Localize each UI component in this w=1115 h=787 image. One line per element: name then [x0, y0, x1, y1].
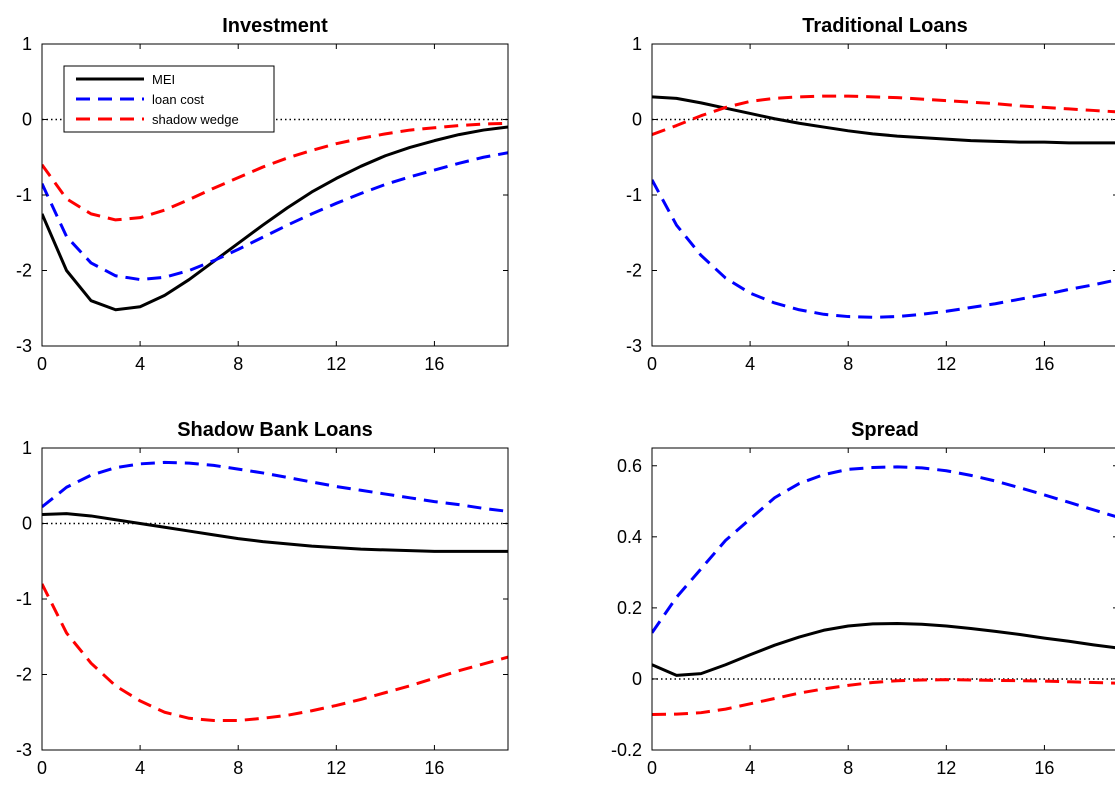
- legend-label-loan-cost: loan cost: [152, 92, 204, 107]
- y-tick-label: -2: [16, 261, 32, 281]
- x-tick-label: 0: [37, 758, 47, 778]
- y-tick-label: -2: [626, 261, 642, 281]
- series-line-mei: [42, 512, 508, 553]
- legend-label-shadow-wedge: shadow wedge: [152, 112, 239, 127]
- series-line-mei: [652, 622, 1115, 677]
- y-tick-label: -1: [16, 185, 32, 205]
- y-tick-label: -1: [626, 185, 642, 205]
- y-tick-label: 0.6: [617, 456, 642, 476]
- panel-3: 0 4 8 12 16 -3 -2 -1 0 1 Shadow Bank Loans: [16, 419, 509, 778]
- y-tick-label: 0: [22, 110, 32, 130]
- series-group: [652, 465, 1115, 716]
- x-tick-label: 12: [326, 758, 346, 778]
- x-tick-label: 12: [936, 758, 956, 778]
- x-tick-label: 8: [233, 758, 243, 778]
- panel-1: 0 4 8 12 16 -3 -2 -1 0 1 Investment MEI loan cost sha…: [16, 15, 509, 374]
- series-line-shadow-wedge: [652, 678, 1115, 716]
- y-tick-label: 1: [22, 438, 32, 458]
- series-line-loan-cost: [652, 179, 1115, 319]
- panel-title: Spread: [851, 419, 919, 441]
- x-tick-label: 12: [326, 354, 346, 374]
- y-tick-label: 1: [22, 34, 32, 54]
- series-line-shadow-wedge: [652, 94, 1115, 137]
- y-tick-label: -3: [16, 336, 32, 356]
- series-line-mei: [652, 95, 1115, 145]
- legend-label-mei: MEI: [152, 72, 175, 87]
- x-tick-label: 16: [424, 758, 444, 778]
- x-tick-label: 16: [424, 354, 444, 374]
- legend: MEI loan cost shadow wedge: [63, 65, 275, 133]
- series-line-mei: [42, 125, 508, 312]
- x-tick-label: 8: [233, 354, 243, 374]
- series-group: [42, 121, 508, 312]
- x-tick-label: 4: [135, 758, 145, 778]
- series-line-loan-cost: [42, 151, 508, 282]
- y-tick-label: 0.2: [617, 598, 642, 618]
- y-tick-label: -3: [626, 336, 642, 356]
- y-tick-label: 0.4: [617, 527, 642, 547]
- y-tick-label: 0: [632, 669, 642, 689]
- series-line-loan-cost: [42, 460, 508, 513]
- panel-title: Shadow Bank Loans: [177, 419, 373, 441]
- axes-box: [41, 447, 509, 751]
- x-tick-label: 8: [843, 354, 853, 374]
- x-tick-label: 4: [745, 354, 755, 374]
- series-line-shadow-wedge: [42, 583, 508, 723]
- y-tick-label: -3: [16, 740, 32, 760]
- series-group: [42, 460, 508, 723]
- x-tick-label: 0: [37, 354, 47, 374]
- panel-title: Traditional Loans: [802, 15, 968, 37]
- x-tick-label: 8: [843, 758, 853, 778]
- x-tick-label: 0: [647, 758, 657, 778]
- panel-2: 0 4 8 12 16 -3 -2 -1 0 1 Traditional Loans: [626, 15, 1115, 374]
- y-tick-label: -1: [16, 589, 32, 609]
- x-tick-label: 16: [1034, 758, 1054, 778]
- y-tick-label: 0: [632, 110, 642, 130]
- x-tick-label: 12: [936, 354, 956, 374]
- y-tick-label: -0.2: [611, 740, 642, 760]
- axes-box: [651, 447, 1115, 751]
- series-line-loan-cost: [652, 465, 1115, 634]
- x-tick-label: 0: [647, 354, 657, 374]
- axes-box: [651, 43, 1115, 347]
- y-tick-label: 0: [22, 514, 32, 534]
- series-line-shadow-wedge: [42, 121, 508, 222]
- x-tick-label: 4: [135, 354, 145, 374]
- y-tick-label: 1: [632, 34, 642, 54]
- x-tick-label: 4: [745, 758, 755, 778]
- panel-title: Investment: [222, 15, 328, 37]
- x-tick-label: 16: [1034, 354, 1054, 374]
- series-group: [652, 94, 1115, 319]
- y-tick-label: -2: [16, 665, 32, 685]
